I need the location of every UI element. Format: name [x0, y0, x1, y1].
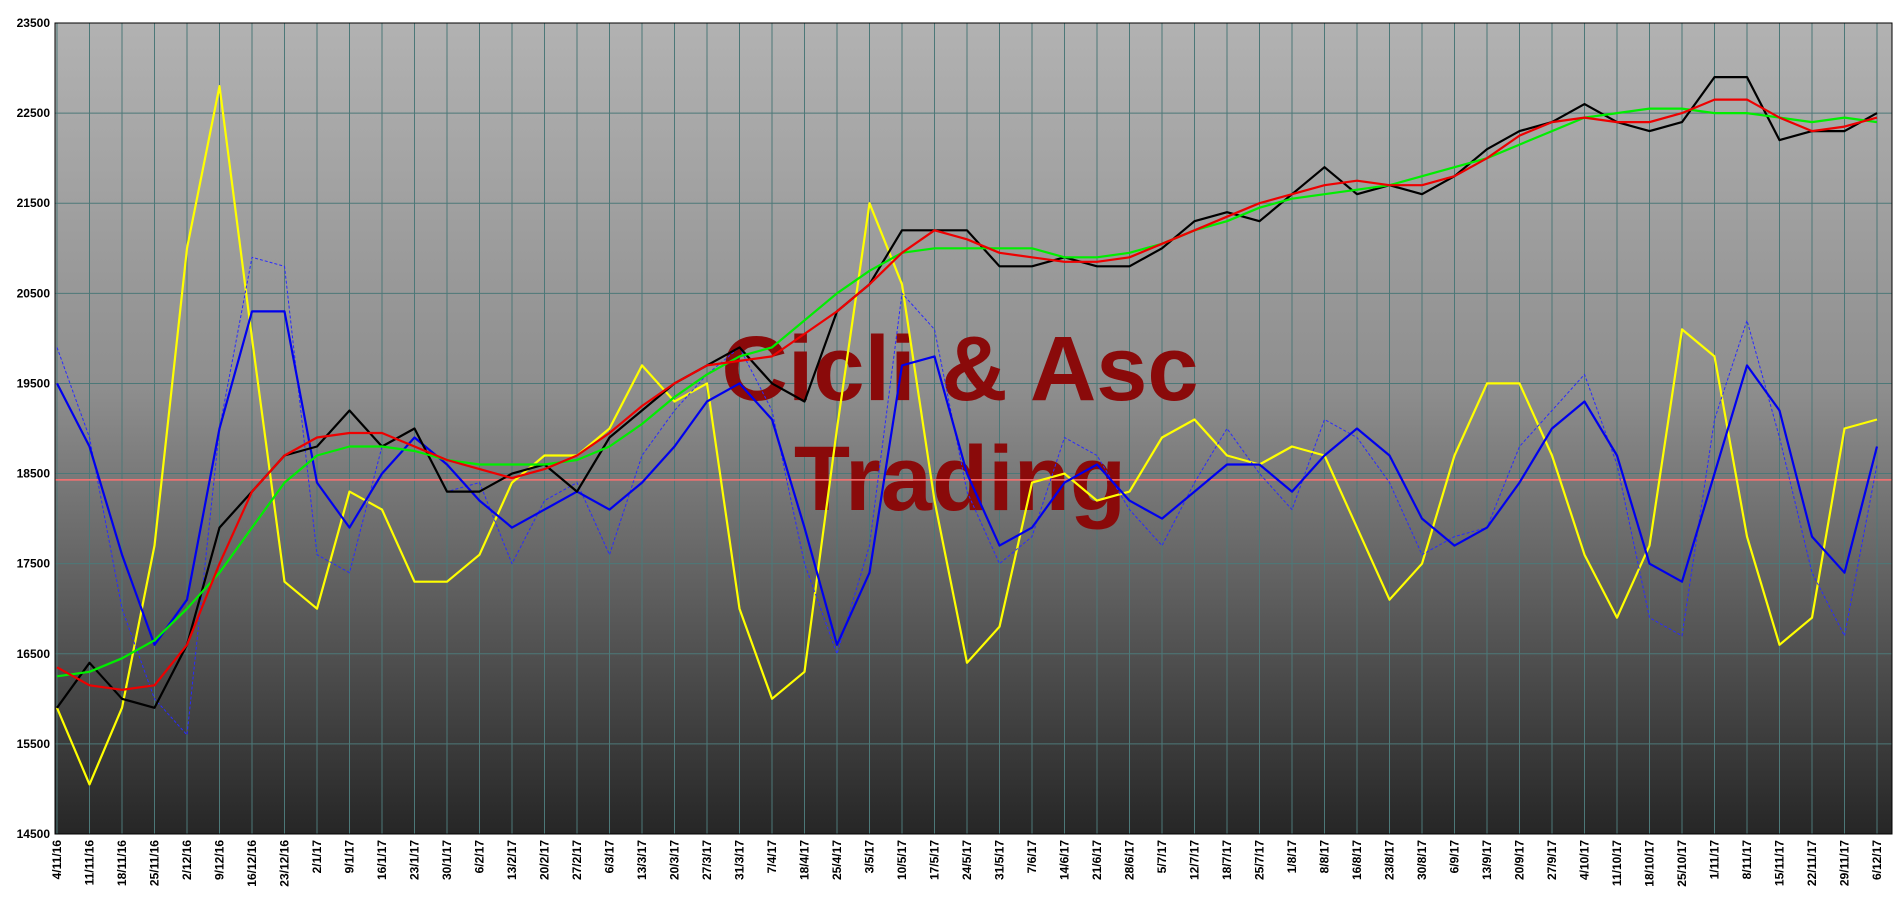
series-line — [56, 76, 1878, 709]
y-tick-label: 21500 — [17, 196, 51, 210]
x-tick-label: 7/6/17 — [1025, 840, 1039, 874]
y-tick-label: 14500 — [17, 827, 51, 841]
x-tick-label: 20/3/17 — [668, 840, 682, 880]
x-tick-label: 18/4/17 — [798, 840, 812, 880]
x-tick-label: 6/2/17 — [473, 840, 487, 874]
x-tick-label: 23/12/16 — [278, 840, 292, 887]
plot-border — [54, 22, 1893, 835]
x-tick-label: 18/10/17 — [1643, 840, 1657, 887]
y-tick-label: 16500 — [17, 647, 51, 661]
x-tick-label: 30/1/17 — [440, 840, 454, 880]
x-tick-label: 16/12/16 — [245, 840, 259, 887]
x-tick-label: 7/4/17 — [765, 840, 779, 874]
x-tick-label: 11/10/17 — [1610, 840, 1624, 886]
x-tick-label: 31/3/17 — [733, 840, 747, 880]
x-tick-label: 28/6/17 — [1123, 840, 1137, 880]
x-tick-label: 16/8/17 — [1350, 840, 1364, 880]
plot-area — [55, 23, 1892, 834]
x-tick-label: 8/11/17 — [1740, 840, 1754, 880]
y-tick-label: 22500 — [17, 106, 51, 120]
x-tick-label: 8/8/17 — [1318, 840, 1332, 874]
x-tick-label: 1/8/17 — [1285, 840, 1299, 874]
x-tick-label: 30/8/17 — [1415, 840, 1429, 880]
x-tick-label: 11/11/16 — [83, 840, 97, 886]
x-tick-label: 29/11/17 — [1838, 840, 1852, 886]
x-tick-label: 1/11/17 — [1708, 840, 1722, 880]
x-tick-label: 4/10/17 — [1578, 840, 1592, 880]
x-tick-label: 6/9/17 — [1448, 840, 1462, 874]
x-tick-label: 3/5/17 — [863, 840, 877, 874]
y-tick-label: 15500 — [17, 737, 51, 751]
x-tick-label: 31/5/17 — [993, 840, 1007, 880]
x-tick-label: 12/7/17 — [1188, 840, 1202, 880]
x-tick-label: 18/7/17 — [1220, 840, 1234, 880]
x-tick-label: 27/2/17 — [570, 840, 584, 880]
x-tick-label: 4/11/16 — [50, 840, 64, 880]
x-tick-label: 9/12/16 — [213, 840, 227, 880]
x-tick-label: 18/11/16 — [115, 840, 129, 886]
series-line — [56, 310, 1879, 646]
series-line — [56, 256, 1878, 736]
x-tick-label: 20/9/17 — [1513, 840, 1527, 880]
series-line — [56, 107, 1878, 678]
x-tick-label: 9/1/17 — [343, 840, 357, 874]
y-tick-label: 17500 — [17, 557, 51, 571]
watermark: Trading — [794, 428, 1126, 530]
labels: 14500 15500 16500 17500 18500 19500 20500 21500… — [17, 16, 1884, 887]
x-tick-label: 20/2/17 — [538, 840, 552, 880]
x-tick-label: 24/5/17 — [960, 840, 974, 880]
y-tick-label: 20500 — [17, 286, 51, 300]
y-tick-label: 18500 — [17, 467, 51, 481]
x-tick-label: 23/1/17 — [408, 840, 422, 880]
x-tick-label: 14/6/17 — [1058, 840, 1072, 880]
x-tick-label: 6/12/17 — [1870, 840, 1884, 880]
x-tick-label: 6/3/17 — [603, 840, 617, 874]
x-tick-label: 2/1/17 — [310, 840, 324, 874]
x-tick-label: 16/1/17 — [375, 840, 389, 880]
x-tick-label: 13/2/17 — [505, 840, 519, 880]
x-tick-label: 23/8/17 — [1383, 840, 1397, 880]
x-tick-label: 13/9/17 — [1480, 840, 1494, 880]
x-tick-label: 10/5/17 — [895, 840, 909, 880]
x-tick-label: 5/7/17 — [1155, 840, 1169, 874]
series-line — [56, 98, 1878, 691]
y-tick-label: 19500 — [17, 376, 51, 390]
series-line — [55, 85, 1878, 786]
x-tick-label: 17/5/17 — [928, 840, 942, 880]
x-tick-label: 25/4/17 — [830, 840, 844, 880]
x-tick-label: 25/7/17 — [1253, 840, 1267, 880]
x-tick-label: 27/3/17 — [700, 840, 714, 880]
x-tick-label: 13/3/17 — [635, 840, 649, 880]
x-tick-label: 27/9/17 — [1545, 840, 1559, 880]
watermark: Cicli & Asc — [721, 318, 1198, 420]
x-tick-label: 22/11/17 — [1805, 840, 1819, 886]
y-tick-label: 23500 — [17, 16, 51, 30]
x-tick-label: 15/11/17 — [1773, 840, 1787, 886]
x-tick-label: 25/10/17 — [1675, 840, 1689, 887]
x-tick-label: 21/6/17 — [1090, 840, 1104, 880]
x-tick-label: 25/11/16 — [148, 840, 162, 886]
x-tick-label: 2/12/16 — [180, 840, 194, 880]
